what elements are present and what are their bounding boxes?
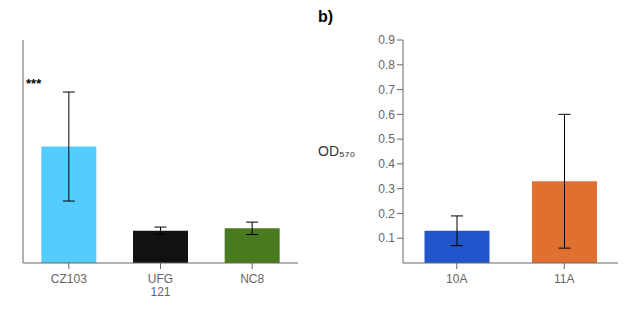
svg-text:0.5: 0.5 <box>378 132 395 146</box>
svg-text:CZ103: CZ103 <box>51 272 87 286</box>
svg-text:0.9: 0.9 <box>378 33 395 47</box>
svg-text:0.7: 0.7 <box>378 83 395 97</box>
svg-text:10A: 10A <box>446 272 467 286</box>
svg-text:NC8: NC8 <box>240 272 264 286</box>
svg-text:0.2: 0.2 <box>378 207 395 221</box>
svg-text:UFG121: UFG121 <box>148 272 173 299</box>
svg-text:***: *** <box>26 76 42 91</box>
svg-text:0.6: 0.6 <box>378 108 395 122</box>
svg-text:0.8: 0.8 <box>378 58 395 72</box>
html-text:b): b) <box>318 8 334 25</box>
svg-text:0.4: 0.4 <box>378 157 395 171</box>
svg-text:0.1: 0.1 <box>378 231 395 245</box>
svg-text:OD₅₇₀: OD₅₇₀ <box>318 143 355 159</box>
svg-text:0.3: 0.3 <box>378 182 395 196</box>
svg-text:11A: 11A <box>554 272 574 286</box>
